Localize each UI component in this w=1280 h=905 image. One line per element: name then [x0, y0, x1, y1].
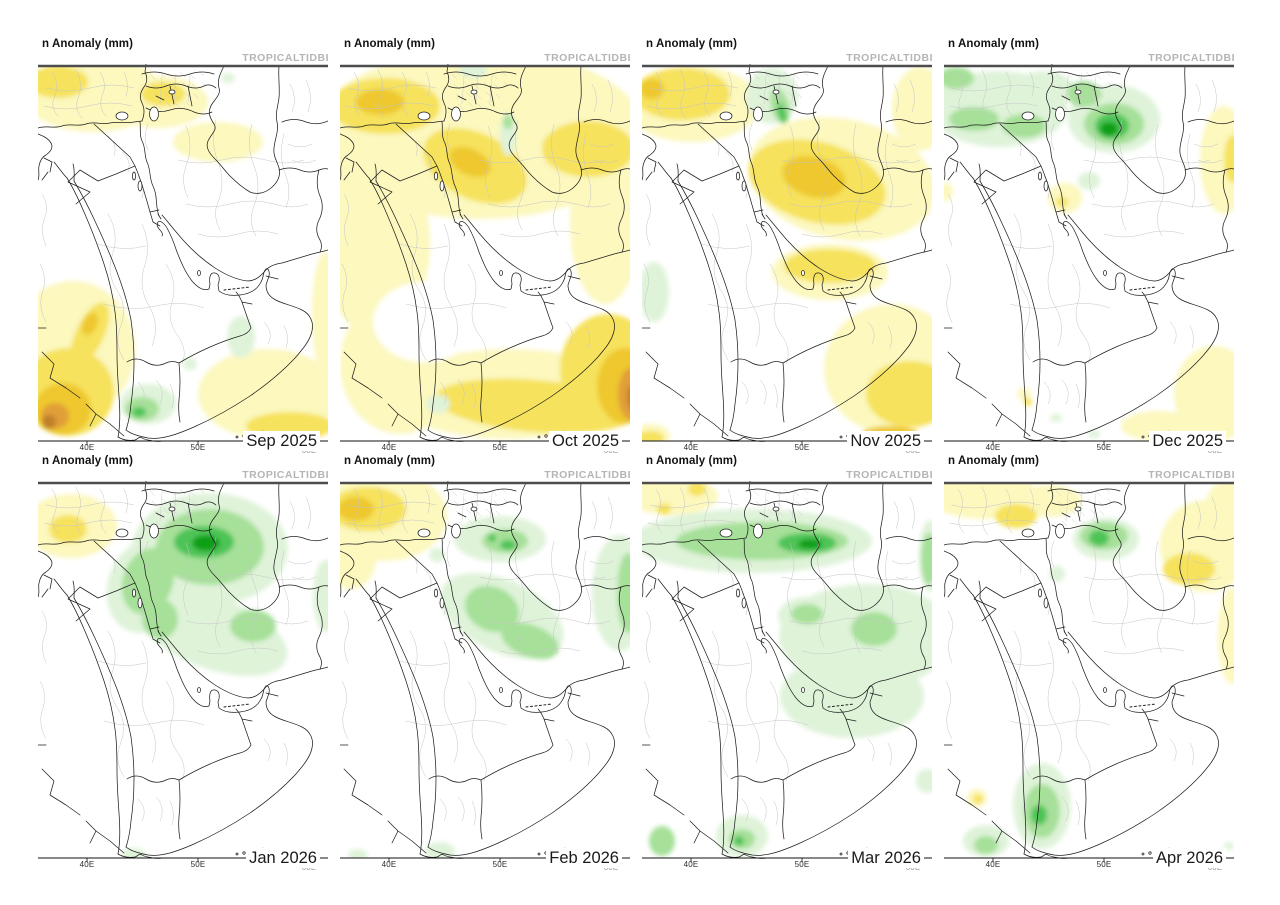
axis-tick-label: 50E — [1096, 860, 1112, 869]
month-label: Oct 2025 — [549, 431, 622, 451]
axis-tick-label: 40E — [79, 860, 95, 869]
axis-tick-label: 40E — [683, 443, 699, 452]
panel-title: n Anomaly (mm) — [646, 38, 738, 50]
axis-tick-label: 50E — [190, 443, 206, 452]
watermark: TROPICALTIDBI — [846, 469, 933, 481]
map-panel-oct-2025: n Anomaly (mm) TROPICALTIDBI 40E50E60E O… — [340, 30, 636, 455]
month-label: Dec 2025 — [1149, 431, 1226, 451]
month-label: Apr 2026 — [1153, 848, 1226, 868]
axis-tick-label: 40E — [683, 860, 699, 869]
axis-tick-label: 40E — [985, 860, 1001, 869]
axis-tick-label: 50E — [1096, 443, 1112, 452]
map-panel-sep-2025: n Anomaly (mm) TROPICALTIDBI 40E50E60E S… — [38, 30, 334, 455]
watermark: TROPICALTIDBI — [242, 469, 329, 481]
axis-tick-label: 50E — [794, 443, 810, 452]
watermark: TROPICALTIDBI — [846, 52, 933, 64]
map-canvas: 40E50E60E Jan 2026 — [38, 481, 328, 872]
axis-tick-label: 40E — [381, 860, 397, 869]
month-label: Sep 2025 — [243, 431, 320, 451]
map-panel-feb-2026: n Anomaly (mm) TROPICALTIDBI 40E50E60E F… — [340, 447, 636, 872]
axis-tick-label: 40E — [985, 443, 1001, 452]
panel-title: n Anomaly (mm) — [344, 38, 436, 50]
watermark: TROPICALTIDBI — [544, 469, 631, 481]
watermark: TROPICALTIDBI — [1148, 469, 1235, 481]
panel-title: n Anomaly (mm) — [948, 38, 1040, 50]
map-panel-jan-2026: n Anomaly (mm) TROPICALTIDBI 40E50E60E J… — [38, 447, 334, 872]
map-panel-mar-2026: n Anomaly (mm) TROPICALTIDBI 40E50E60E M… — [642, 447, 938, 872]
axis-tick-label: 50E — [190, 860, 206, 869]
panel-title: n Anomaly (mm) — [344, 455, 436, 467]
map-canvas: 40E50E60E Sep 2025 — [38, 64, 328, 455]
watermark: TROPICALTIDBI — [242, 52, 329, 64]
map-canvas: 40E50E60E Feb 2026 — [340, 481, 630, 872]
month-label: Jan 2026 — [246, 848, 320, 868]
axis-tick-label: 40E — [79, 443, 95, 452]
map-canvas: 40E50E60E Oct 2025 — [340, 64, 630, 455]
map-canvas: 40E50E60E Nov 2025 — [642, 64, 932, 455]
axis-tick-label: 40E — [381, 443, 397, 452]
map-panel-dec-2025: n Anomaly (mm) TROPICALTIDBI 40E50E60E D… — [944, 30, 1240, 455]
map-panel-apr-2026: n Anomaly (mm) TROPICALTIDBI 40E50E60E A… — [944, 447, 1240, 872]
panel-title: n Anomaly (mm) — [42, 455, 134, 467]
map-canvas: 40E50E60E Dec 2025 — [944, 64, 1234, 455]
map-panel-nov-2025: n Anomaly (mm) TROPICALTIDBI 40E50E60E N… — [642, 30, 938, 455]
month-label: Nov 2025 — [847, 431, 924, 451]
month-label: Feb 2026 — [546, 848, 622, 868]
watermark: TROPICALTIDBI — [544, 52, 631, 64]
panel-title: n Anomaly (mm) — [646, 455, 738, 467]
panel-title: n Anomaly (mm) — [948, 455, 1040, 467]
axis-tick-label: 50E — [794, 860, 810, 869]
map-canvas: 40E50E60E Apr 2026 — [944, 481, 1234, 872]
panel-title: n Anomaly (mm) — [42, 38, 134, 50]
axis-tick-label: 50E — [492, 860, 508, 869]
map-canvas: 40E50E60E Mar 2026 — [642, 481, 932, 872]
month-label: Mar 2026 — [848, 848, 924, 868]
axis-tick-label: 50E — [492, 443, 508, 452]
watermark: TROPICALTIDBI — [1148, 52, 1235, 64]
